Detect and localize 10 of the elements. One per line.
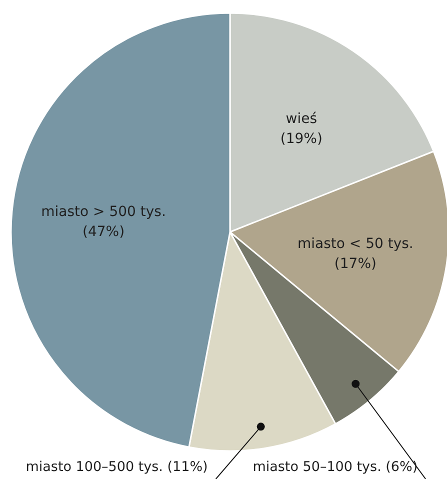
slice-label: miasto 50–100 tys. — [252, 459, 382, 475]
data-label: (11%) — [167, 459, 208, 475]
data-label: (19%) — [280, 130, 322, 147]
slice-label: miasto > 500 tys. — [41, 204, 166, 220]
slice-label: miasto < 50 tys. — [298, 236, 414, 252]
data-label: (6%) — [386, 459, 418, 475]
slice-label: miasto 100–500 tys. — [26, 459, 163, 475]
data-label: (47%) — [82, 224, 125, 240]
slice-label: wieś — [286, 110, 318, 127]
data-label: (17%) — [334, 256, 376, 272]
